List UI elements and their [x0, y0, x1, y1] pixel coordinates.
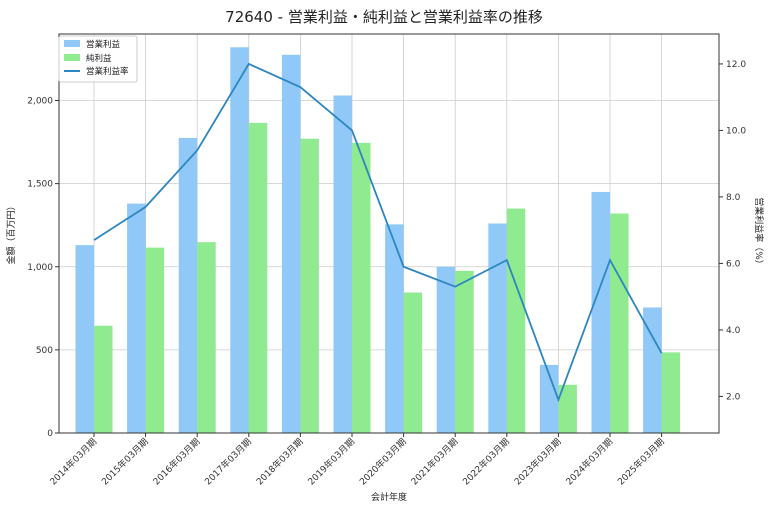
bar-net-profit — [94, 325, 113, 433]
x-tick-label: 2018年03月期 — [254, 436, 306, 488]
bar-net-profit — [352, 142, 371, 434]
y-tick-label: 1,500 — [27, 180, 53, 190]
y2-tick-label: 6.0 — [726, 259, 741, 269]
x-tick-label: 2020年03月期 — [357, 436, 409, 488]
chart-title: 72640 - 営業利益・純利益と営業利益率の推移 — [225, 8, 543, 26]
x-tick-label: 2024年03月期 — [563, 436, 615, 488]
bar-net-profit — [248, 122, 268, 433]
bar-operating-profit — [230, 47, 249, 434]
bar-operating-profit — [281, 54, 301, 433]
legend-label-net-profit: 純利益 — [86, 53, 112, 64]
y2-tick-label: 8.0 — [726, 193, 741, 203]
y2-tick-label: 2.0 — [726, 392, 741, 402]
bar-operating-profit — [75, 245, 94, 433]
y-tick-label: 1,000 — [27, 263, 53, 273]
bars — [75, 47, 681, 434]
y-tick-label: 2,000 — [27, 97, 53, 107]
margin-line — [93, 62, 663, 403]
bar-operating-profit — [591, 191, 610, 433]
y-axis-left: 0 500 1,000 1,500 2,000 — [27, 97, 59, 439]
bar-operating-profit — [333, 95, 352, 433]
y2-tick-label: 12.0 — [726, 60, 746, 70]
x-tick-label: 2025年03月期 — [615, 436, 667, 488]
line-operating-margin — [93, 62, 663, 403]
x-axis-label: 会計年度 — [371, 491, 407, 503]
plot-frame — [58, 33, 720, 434]
y-tick-label: 0 — [47, 429, 53, 439]
x-axis: 2014年03月期 2015年03月期 2016年03月期 2017年03月期 2018… — [47, 433, 667, 488]
x-tick-label: 2021年03月期 — [408, 436, 460, 488]
bar-operating-profit — [643, 307, 662, 433]
y2-tick-label: 4.0 — [726, 326, 741, 336]
bar-net-profit — [506, 208, 526, 433]
bar-net-profit — [558, 384, 577, 433]
bar-operating-profit — [127, 203, 146, 433]
bar-operating-profit — [488, 223, 507, 433]
bar-net-profit — [197, 242, 216, 433]
x-tick-label: 2019年03月期 — [305, 436, 357, 488]
bar-net-profit — [300, 138, 319, 434]
x-tick-label: 2023年03月期 — [512, 436, 564, 488]
legend-swatch-net-profit — [64, 54, 80, 61]
x-tick-label: 2015年03月期 — [99, 436, 151, 488]
x-tick-label: 2016年03月期 — [150, 436, 202, 488]
bar-net-profit — [610, 213, 629, 433]
legend-swatch-operating-profit — [64, 40, 80, 47]
bar-net-profit — [455, 270, 474, 433]
y2-axis-label: 営業利益率（%） — [753, 197, 765, 269]
bar-net-profit — [661, 352, 681, 433]
bar-operating-profit — [539, 364, 559, 433]
y-axis-label: 金額（百万円） — [5, 201, 17, 264]
bar-net-profit — [145, 247, 165, 433]
legend: 営業利益 純利益 営業利益率 — [58, 35, 138, 83]
x-tick-label: 2017年03月期 — [202, 436, 254, 488]
x-tick-label: 2014年03月期 — [47, 436, 99, 488]
y-tick-label: 500 — [36, 346, 53, 356]
legend-label-margin: 営業利益率 — [86, 66, 129, 77]
y2-tick-label: 10.0 — [726, 126, 746, 136]
bar-operating-profit — [385, 224, 404, 433]
y-axis-right: 2.0 4.0 6.0 8.0 10.0 12.0 — [719, 60, 746, 402]
bar-net-profit — [403, 292, 423, 433]
legend-label-operating-profit: 営業利益 — [86, 39, 121, 50]
x-tick-label: 2022年03月期 — [460, 436, 512, 488]
bar-operating-profit — [178, 137, 198, 433]
bar-operating-profit — [436, 266, 456, 433]
